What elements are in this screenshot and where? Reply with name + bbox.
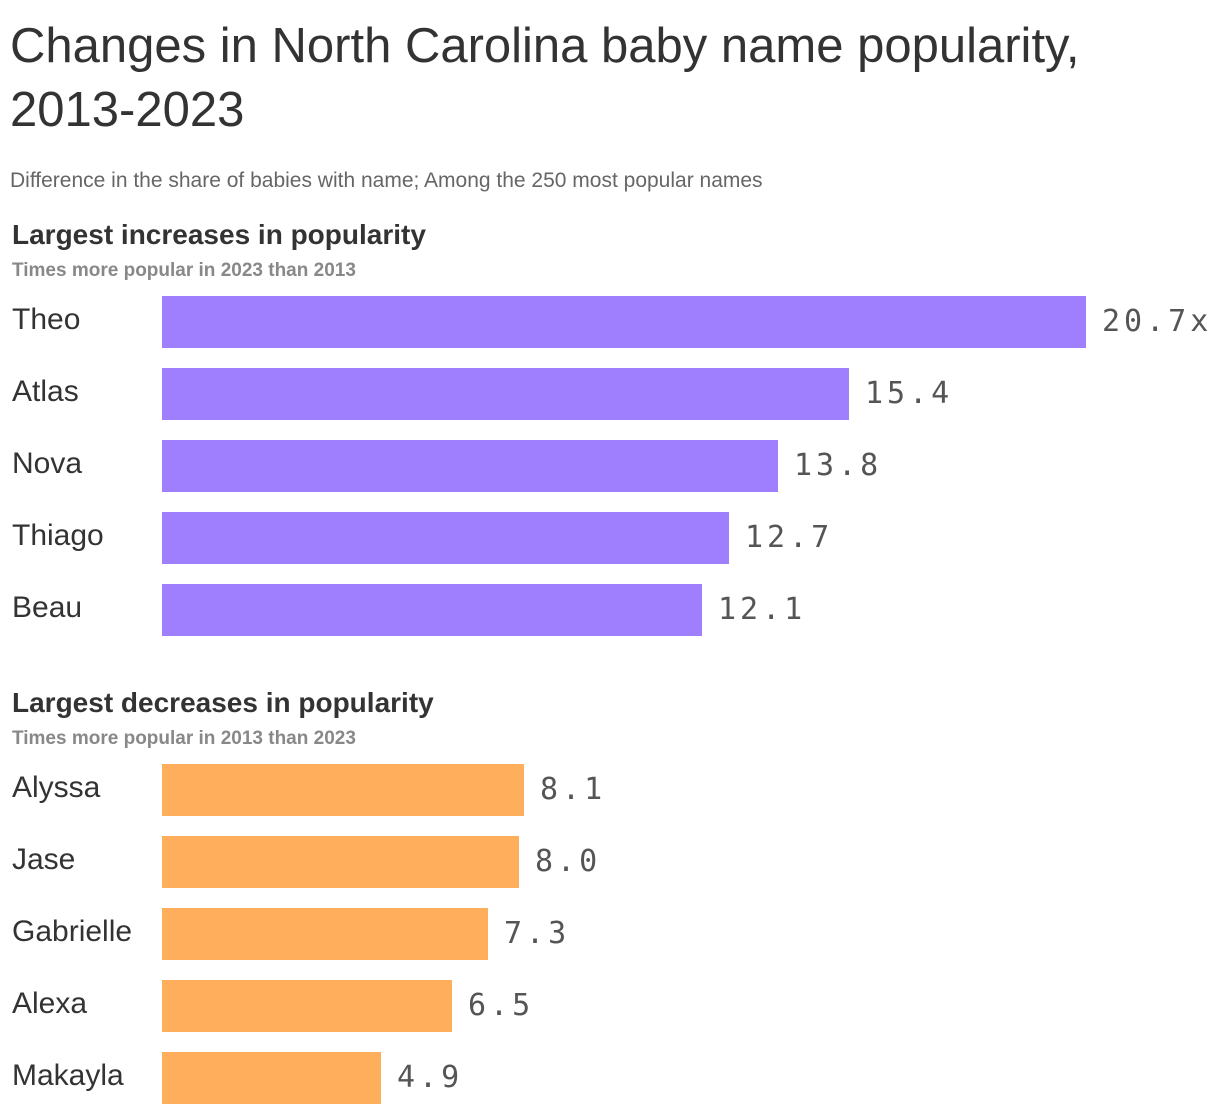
bar-label: Theo xyxy=(12,303,81,336)
bar-row: Alyssa 8.1 xyxy=(0,764,1220,816)
bar-row: Nova 13.8 xyxy=(0,440,1220,492)
bar-label: Jase xyxy=(12,843,76,876)
bar-value-label: 6.5 xyxy=(468,988,535,1023)
bar-value-label: 13.8 xyxy=(794,448,883,483)
bar-row: Jase 8.0 xyxy=(0,836,1220,888)
panel-subtitle-1: Times more popular in 2013 than 2023 xyxy=(12,728,356,749)
panel-title-0: Largest increases in popularity xyxy=(12,219,426,250)
bar xyxy=(162,764,524,816)
panel-title-1: Largest decreases in popularity xyxy=(12,687,434,718)
panel-subtitle-0: Times more popular in 2023 than 2013 xyxy=(12,260,356,281)
bar-row: Gabrielle 7.3 xyxy=(0,908,1220,960)
bar-value-label: 15.4 xyxy=(865,376,954,411)
bar-label: Gabrielle xyxy=(12,915,133,948)
bar-row: Alexa 6.5 xyxy=(0,980,1220,1032)
bar xyxy=(162,584,702,636)
bar xyxy=(162,908,488,960)
bar-value-label: 12.1 xyxy=(718,592,807,627)
bar-label: Atlas xyxy=(12,375,79,408)
bar-row: Makayla 4.9 xyxy=(0,1052,1220,1104)
chart-title: Changes in North Carolina baby name popu… xyxy=(10,19,1080,137)
bar-label: Makayla xyxy=(12,1059,124,1092)
bar xyxy=(162,440,778,492)
bar-row: Atlas 15.4 xyxy=(0,368,1220,420)
chart-subtitle: Difference in the share of babies with n… xyxy=(10,169,763,192)
bar xyxy=(162,512,729,564)
bar-label: Beau xyxy=(12,591,83,624)
bar-value-label: 20.7x xyxy=(1102,304,1213,339)
bar-value-label: 12.7 xyxy=(745,520,834,555)
bar xyxy=(162,296,1086,348)
bar-label: Nova xyxy=(12,447,83,480)
bar-label: Alyssa xyxy=(12,771,101,804)
bar xyxy=(162,836,519,888)
bar-value-label: 8.1 xyxy=(540,772,607,807)
bar-value-label: 7.3 xyxy=(504,916,571,951)
bar-row: Theo 20.7x xyxy=(0,296,1220,348)
bar xyxy=(162,1052,381,1104)
bar-label: Alexa xyxy=(12,987,88,1020)
bar-value-label: 8.0 xyxy=(535,844,602,879)
bar-label: Thiago xyxy=(12,519,104,552)
bar-row: Thiago 12.7 xyxy=(0,512,1220,564)
bar-row: Beau 12.1 xyxy=(0,584,1220,636)
bar-value-label: 4.9 xyxy=(397,1060,464,1095)
bar xyxy=(162,980,452,1032)
bar xyxy=(162,368,849,420)
